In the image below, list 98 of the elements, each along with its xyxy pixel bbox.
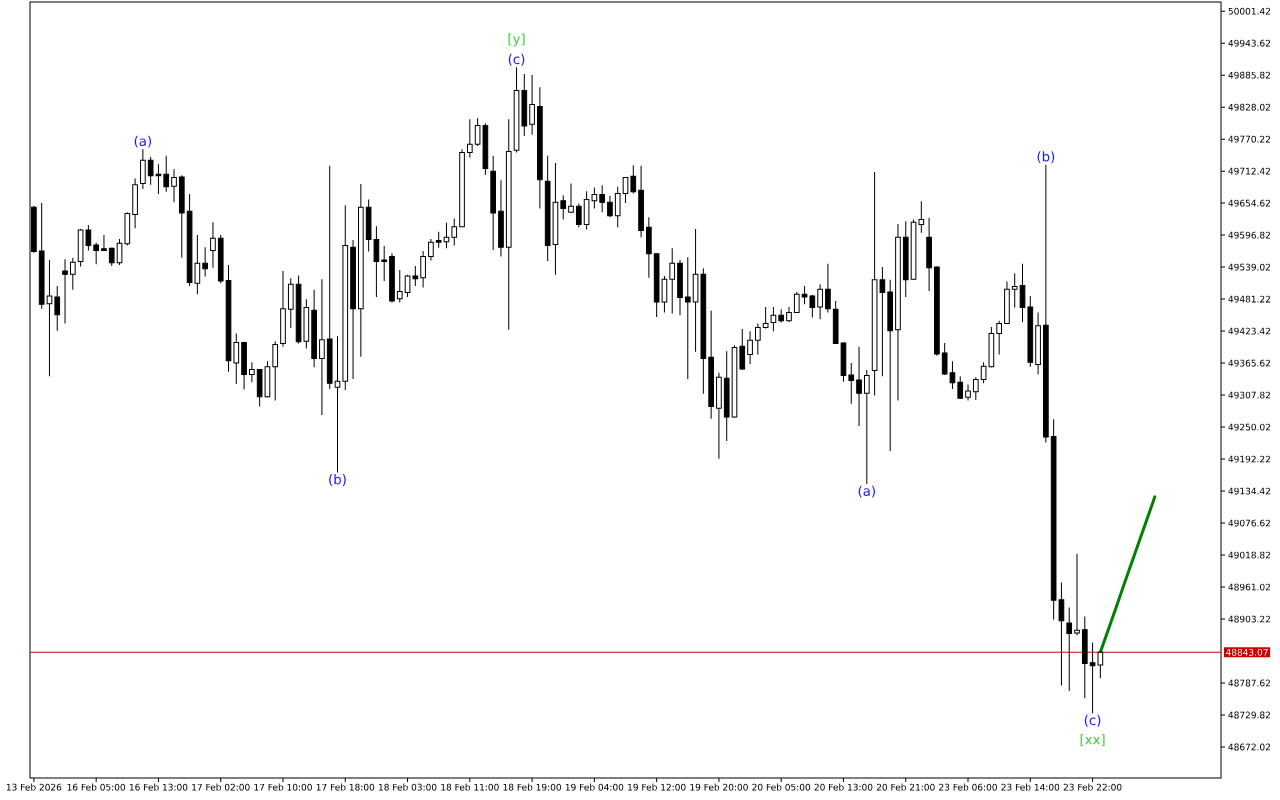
candlestick (568, 183, 574, 214)
y-tick-label: 49192.22 (1228, 455, 1270, 463)
annotation: (b) (1037, 151, 1055, 164)
candlestick (202, 246, 208, 278)
y-tick-label: 49481.22 (1228, 295, 1270, 303)
annotation: [y] (508, 33, 525, 47)
candlestick (466, 118, 473, 159)
candlestick (996, 320, 1002, 356)
x-tick-label: 17 Feb 02:00 (192, 783, 250, 791)
candlestick (669, 247, 676, 315)
x-tick-label: 23 Feb 22:00 (1063, 783, 1122, 791)
candlestick (575, 202, 582, 228)
ref-line-label: 48843.07 (1225, 648, 1268, 656)
x-tick-label: 18 Feb 19:00 (503, 783, 561, 791)
candlestick (957, 375, 964, 400)
candlestick (54, 285, 61, 332)
annotation: (a) (134, 135, 152, 148)
candlestick (607, 195, 613, 218)
y-tick-label: 48729.82 (1228, 711, 1270, 719)
x-tick-label: 19 Feb 04:00 (565, 783, 624, 791)
candlestick (599, 184, 605, 213)
annotation: (b) (329, 474, 346, 486)
x-tick-label: 17 Feb 18:00 (316, 783, 375, 791)
y-tick-label: 49307.82 (1228, 391, 1270, 399)
candlestick (630, 164, 637, 194)
candlestick (614, 186, 621, 228)
candlestick (529, 74, 535, 136)
candlestick (210, 221, 216, 269)
candlestick (62, 258, 68, 325)
y-tick-label: 48961.02 (1228, 583, 1270, 591)
y-tick-label: 49250.02 (1228, 423, 1270, 431)
candlestick (972, 376, 979, 401)
candlestick (856, 346, 862, 427)
candlestick (848, 362, 855, 405)
candlestick (1074, 553, 1080, 636)
x-tick-label: 20 Feb 13:00 (814, 783, 873, 791)
candlestick (319, 278, 325, 416)
candlestick (140, 148, 146, 190)
candlestick (272, 340, 279, 402)
candlestick (420, 250, 426, 289)
y-tick-label: 49134.42 (1228, 487, 1270, 495)
candlestick (965, 383, 971, 402)
y-tick-label: 49596.82 (1228, 231, 1270, 239)
candlestick (1066, 607, 1073, 692)
candlestick (451, 217, 458, 247)
y-tick-label: 49943.62 (1228, 39, 1270, 47)
y-tick-label: 49539.02 (1228, 263, 1270, 271)
x-tick-label: 16 Feb 13:00 (129, 783, 188, 791)
x-tick-label: 23 Feb 14:00 (1001, 783, 1060, 791)
y-tick-label: 48903.22 (1228, 615, 1270, 623)
x-tick-label: 16 Feb 05:00 (67, 783, 126, 791)
annotation: (c) (508, 53, 525, 66)
x-tick-label: 20 Feb 21:00 (876, 783, 935, 791)
y-tick-label: 49365.62 (1228, 359, 1270, 367)
annotation: (c) (1084, 714, 1101, 727)
candlestick (747, 330, 753, 365)
candlestick (69, 257, 76, 291)
candlestick (233, 333, 240, 385)
x-tick-label: 13 Feb 2026 (6, 783, 62, 791)
x-tick-label: 19 Feb 12:00 (628, 783, 686, 791)
candlestick (825, 263, 831, 314)
y-tick-label: 49770.22 (1228, 135, 1270, 143)
candlestick (762, 306, 769, 330)
candlestick (101, 234, 107, 252)
candlestick (171, 168, 177, 203)
annotation: [xx] (1080, 734, 1105, 747)
candlestick (396, 269, 403, 304)
candlestick (863, 369, 870, 485)
y-tick-label: 49654.62 (1228, 199, 1270, 207)
candlestick (93, 242, 100, 265)
candlestick (334, 335, 341, 473)
candlestick (381, 245, 388, 282)
x-tick-label: 17 Feb 10:00 (254, 783, 312, 791)
candlestick (428, 238, 434, 261)
y-tick-label: 49018.82 (1228, 551, 1270, 559)
annotation: (a) (858, 485, 875, 498)
candlestick (163, 155, 170, 193)
candlestick (755, 323, 761, 356)
y-tick-label: 49712.42 (1228, 167, 1270, 175)
x-tick-label: 18 Feb 11:00 (441, 783, 499, 791)
y-tick-label: 48787.62 (1228, 679, 1270, 687)
y-tick-label: 50001.42 (1228, 7, 1270, 15)
candlestick (770, 306, 777, 332)
x-tick-label: 19 Feb 20:00 (690, 783, 748, 791)
y-tick-label: 49885.82 (1228, 71, 1270, 79)
candlestick (739, 328, 746, 371)
candlestick (249, 361, 255, 383)
x-tick-label: 20 Feb 05:00 (752, 783, 811, 791)
y-tick-label: 49423.42 (1228, 327, 1270, 335)
candlestick (684, 256, 691, 380)
candlestick (817, 283, 823, 320)
candlestick (1011, 272, 1018, 309)
y-tick-label: 49828.02 (1228, 103, 1270, 111)
x-tick-label: 23 Feb 06:00 (939, 783, 997, 791)
y-tick-label: 48672.02 (1228, 743, 1270, 751)
x-tick-label: 18 Feb 03:00 (379, 783, 437, 791)
y-tick-label: 49076.62 (1228, 519, 1270, 527)
candlestick (560, 194, 567, 221)
